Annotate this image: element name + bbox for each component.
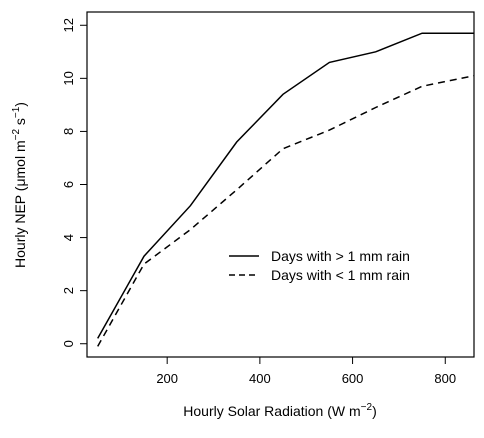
y-tick-label: 2	[61, 287, 76, 294]
x-tick-label: 600	[342, 371, 364, 386]
x-tick-label: 800	[434, 371, 456, 386]
y-tick-label: 8	[61, 128, 76, 135]
series-line-2	[97, 74, 475, 347]
y-axis-label: Hourly NEP (μmol m−2 s−1)	[11, 102, 28, 268]
x-axis-label: Hourly Solar Radiation (W m−2)	[183, 402, 376, 419]
series-line-1	[97, 32, 474, 339]
y-tick-label: 10	[61, 71, 76, 85]
y-axis: 0 2 4 6 8 10 12	[61, 18, 87, 347]
x-tick-label: 200	[156, 371, 178, 386]
x-tick-label: 400	[249, 371, 271, 386]
legend-label-series-1: Days with > 1 mm rain	[271, 248, 410, 264]
series-layer	[97, 32, 475, 347]
legend-label-series-2: Days with < 1 mm rain	[271, 267, 410, 283]
y-tick-label: 12	[61, 18, 76, 32]
x-axis: 200 400 600 800	[156, 357, 456, 386]
plot-frame	[86, 11, 475, 358]
legend: Days with > 1 mm rain Days with < 1 mm r…	[229, 248, 410, 283]
y-tick-label: 4	[61, 234, 76, 241]
y-tick-label: 0	[61, 340, 76, 347]
y-tick-label: 6	[61, 181, 76, 188]
